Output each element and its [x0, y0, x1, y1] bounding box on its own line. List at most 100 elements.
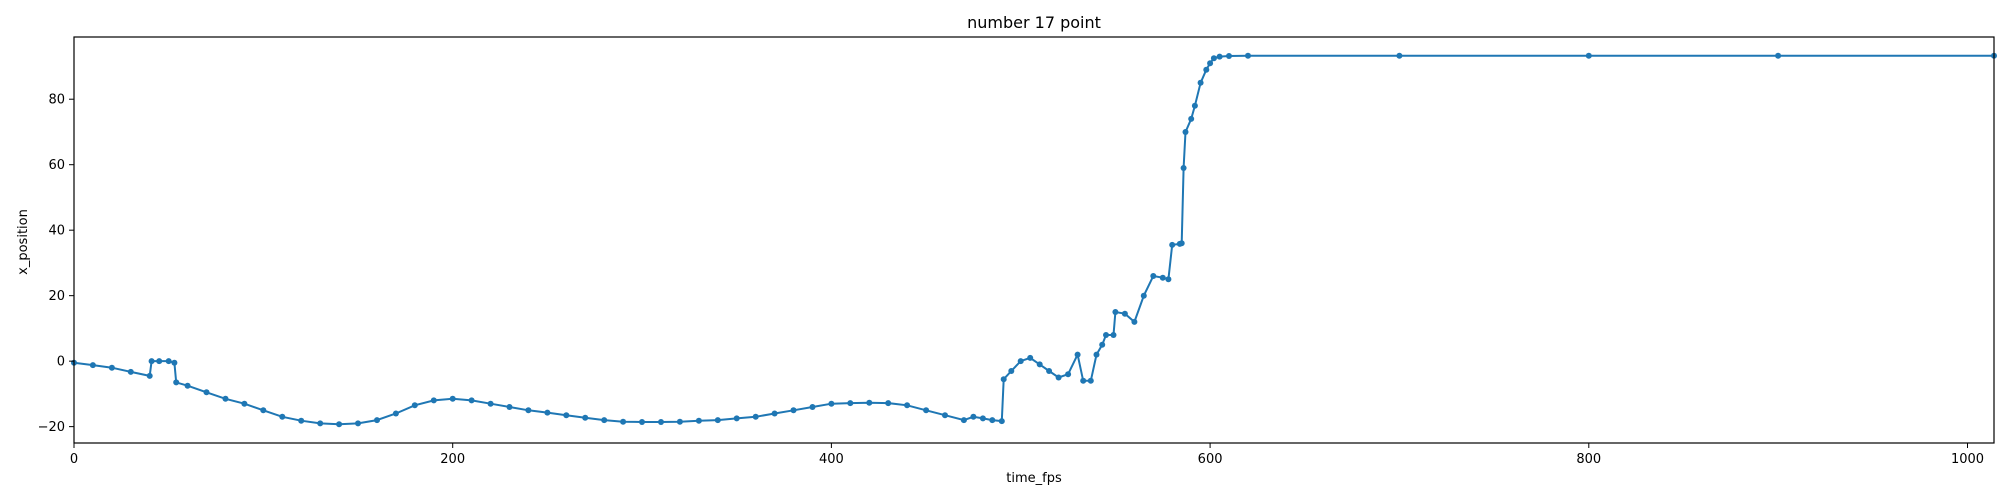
data-point — [468, 397, 475, 404]
data-point — [1065, 371, 1072, 378]
data-point — [809, 404, 816, 410]
data-point — [979, 415, 986, 422]
data-point — [1036, 361, 1043, 368]
x-axis-ticks: 0 200 400 600 800 1000 — [70, 443, 1984, 467]
data-point — [1207, 60, 1214, 67]
data-point — [298, 417, 305, 424]
data-point — [1087, 377, 1094, 384]
data-point — [989, 417, 996, 424]
data-point — [127, 368, 134, 375]
data-point — [1112, 309, 1119, 315]
data-point — [601, 417, 608, 424]
data-point — [148, 358, 155, 365]
data-point — [582, 414, 589, 421]
chart-title: number 17 point — [967, 13, 1101, 32]
data-point — [171, 359, 178, 366]
data-point — [828, 400, 835, 407]
data-point — [1585, 52, 1592, 59]
data-point — [1159, 274, 1166, 281]
y-tick-label: 0 — [57, 355, 65, 370]
data-point — [392, 410, 399, 417]
data-point — [544, 409, 551, 416]
data-point — [866, 399, 873, 406]
data-point — [1396, 52, 1403, 59]
data-point — [885, 400, 892, 407]
series-line — [73, 54, 1994, 426]
data-point — [960, 417, 967, 424]
x-tick-label: 0 — [70, 452, 78, 467]
data-point — [847, 400, 854, 407]
data-point — [487, 400, 494, 407]
data-point — [1093, 351, 1100, 358]
data-point — [525, 407, 532, 414]
data-point — [1775, 52, 1782, 59]
data-point — [1110, 332, 1117, 338]
data-point — [563, 412, 570, 419]
data-point — [355, 420, 361, 427]
data-point — [1017, 358, 1024, 365]
data-point — [1055, 374, 1062, 381]
data-point — [695, 417, 702, 424]
data-point — [1121, 310, 1128, 317]
data-point — [1150, 273, 1157, 279]
data-point — [658, 419, 664, 425]
data-point — [1180, 165, 1187, 171]
y-tick-label: 40 — [48, 224, 65, 239]
data-point — [639, 419, 645, 425]
data-point — [165, 358, 172, 365]
data-point — [222, 395, 229, 402]
data-point — [336, 421, 343, 428]
x-axis-label: time_fps — [1006, 471, 1062, 486]
data-point — [241, 400, 248, 407]
data-point — [771, 410, 778, 417]
data-point — [1000, 376, 1007, 383]
data-point — [1103, 332, 1109, 338]
data-point — [733, 415, 740, 422]
x-tick-label: 800 — [1576, 452, 1601, 467]
data-point — [260, 407, 267, 414]
data-point — [1210, 55, 1217, 62]
data-point — [1178, 240, 1185, 247]
plot-area — [71, 36, 1997, 444]
x-tick-label: 600 — [1198, 452, 1223, 467]
data-point — [1197, 79, 1204, 86]
data-point — [173, 379, 180, 386]
data-point — [1131, 318, 1138, 325]
axes-frame — [73, 36, 1995, 444]
x-tick-label: 400 — [819, 452, 844, 467]
data-point — [146, 372, 153, 379]
data-point — [1165, 276, 1172, 283]
data-point — [1182, 129, 1189, 135]
data-point — [923, 407, 930, 414]
data-point — [430, 397, 437, 404]
data-point — [1226, 53, 1232, 59]
data-point — [1074, 351, 1081, 358]
data-point — [1080, 377, 1087, 384]
data-point — [156, 358, 163, 365]
y-tick-label: 80 — [48, 93, 65, 108]
x-tick-label: 200 — [440, 452, 465, 467]
data-point — [1188, 115, 1195, 122]
data-point — [411, 402, 418, 409]
data-point — [1203, 66, 1210, 73]
y-tick-label: −20 — [38, 420, 65, 435]
data-point — [714, 417, 721, 424]
data-point — [904, 402, 911, 409]
data-point — [942, 412, 948, 419]
data-point — [1140, 292, 1147, 299]
data-point — [1191, 102, 1198, 109]
data-point — [676, 418, 683, 425]
data-point — [998, 418, 1005, 425]
data-point — [89, 362, 96, 369]
data-point — [1027, 354, 1034, 361]
data-point — [1169, 241, 1176, 248]
data-point — [108, 364, 115, 371]
data-point — [449, 395, 456, 402]
data-point — [1216, 53, 1223, 60]
data-point — [1099, 341, 1106, 348]
data-point — [506, 404, 513, 410]
y-tick-label: 60 — [48, 158, 65, 173]
data-point — [317, 420, 324, 427]
data-point — [279, 413, 286, 420]
